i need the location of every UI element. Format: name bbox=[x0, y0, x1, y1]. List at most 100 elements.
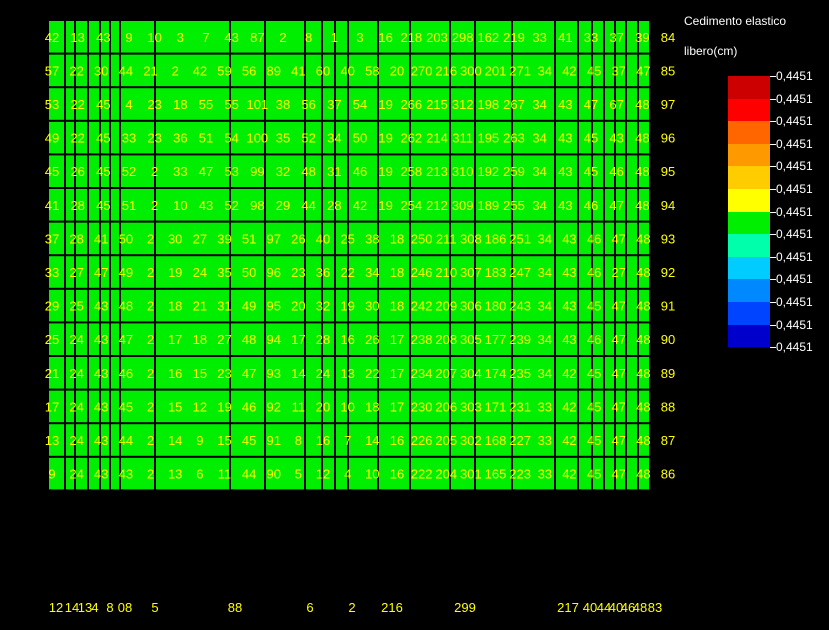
heatmap-cell bbox=[336, 222, 347, 255]
cell-label: 32 bbox=[316, 299, 330, 314]
cell-label: 48 bbox=[636, 399, 650, 414]
colorbar-tick-label: 0,4451 bbox=[776, 295, 813, 309]
heatmap-cell bbox=[111, 189, 119, 221]
colorbar-swatch bbox=[728, 188, 770, 212]
cell-label: 310 bbox=[452, 164, 474, 179]
heatmap-cell bbox=[451, 54, 474, 87]
cell-label: 254 bbox=[400, 198, 422, 213]
heatmap-cell bbox=[323, 54, 334, 87]
heatmap-cell bbox=[556, 323, 577, 355]
heatmap-cell bbox=[266, 88, 304, 120]
cell-label: 95 bbox=[661, 164, 675, 179]
heatmap-cell bbox=[89, 256, 99, 288]
heatmap-cell bbox=[49, 88, 64, 120]
cell-label: 19 bbox=[378, 131, 392, 146]
cell-label: 24 bbox=[193, 265, 207, 280]
cell-label: 22 bbox=[340, 265, 354, 280]
cell-label: 45 bbox=[96, 97, 110, 112]
cell-label: 16 bbox=[390, 467, 404, 482]
heatmap-cell bbox=[121, 21, 154, 53]
heatmap-cell bbox=[156, 189, 229, 221]
heatmap-cell bbox=[639, 323, 649, 355]
cell-label: 312 bbox=[452, 97, 474, 112]
cell-label: 46 bbox=[587, 231, 601, 246]
cell-label: 16 bbox=[390, 433, 404, 448]
cell-label: 37 bbox=[609, 30, 623, 45]
heatmap-cell bbox=[476, 54, 511, 87]
cell-label: 43 bbox=[94, 332, 108, 347]
heatmap-cell bbox=[411, 323, 449, 355]
cell-label: 12 bbox=[316, 467, 330, 482]
cell-label: 51 bbox=[122, 198, 136, 213]
heatmap-cell bbox=[49, 424, 64, 456]
cell-label: 301 bbox=[460, 467, 482, 482]
cell-label: 2 bbox=[147, 366, 154, 381]
heatmap-cell bbox=[306, 155, 321, 187]
heatmap-cell bbox=[605, 457, 614, 490]
cell-label: 48 bbox=[636, 332, 650, 347]
cell-label: 35 bbox=[276, 131, 290, 146]
cell-label: 37 bbox=[611, 63, 625, 78]
cell-label: 19 bbox=[378, 198, 392, 213]
heatmap-cell bbox=[266, 21, 304, 53]
cell-label: 219 bbox=[503, 30, 525, 45]
heatmap-cell bbox=[156, 256, 229, 288]
heatmap-cell bbox=[101, 390, 109, 423]
heatmap-cell bbox=[349, 21, 377, 53]
heatmap-cell bbox=[89, 222, 99, 255]
heatmap-cell bbox=[323, 155, 334, 187]
cell-label: 28 bbox=[316, 332, 330, 347]
cell-label: 27 bbox=[611, 265, 625, 280]
cell-label: 45 bbox=[45, 164, 59, 179]
heatmap-cell bbox=[556, 54, 577, 87]
cell-label: 87 bbox=[661, 433, 675, 448]
heatmap-cell bbox=[616, 390, 625, 423]
heatmap-cell bbox=[627, 357, 637, 389]
cell-label: 34 bbox=[538, 231, 552, 246]
heatmap-cell bbox=[616, 54, 625, 87]
heatmap-cell bbox=[627, 222, 637, 255]
cell-label: 43 bbox=[558, 164, 572, 179]
cell-label: 307 bbox=[460, 265, 482, 280]
heatmap-cell bbox=[89, 88, 99, 120]
cell-label: 33 bbox=[538, 467, 552, 482]
cell-label: 90 bbox=[661, 332, 675, 347]
heatmap-cell bbox=[306, 457, 321, 490]
heatmap-cell bbox=[156, 155, 229, 187]
heatmap-cell bbox=[411, 390, 449, 423]
heatmap-cell bbox=[593, 189, 603, 221]
cell-label: 47 bbox=[119, 332, 133, 347]
heatmap-cell bbox=[336, 323, 347, 355]
heatmap-cell bbox=[605, 155, 614, 187]
heatmap-cell bbox=[121, 323, 154, 355]
cell-label: 46 bbox=[119, 366, 133, 381]
cell-label: 10 bbox=[147, 30, 161, 45]
cell-label: 47 bbox=[611, 433, 625, 448]
heatmap-cell bbox=[156, 222, 229, 255]
cell-label: 86 bbox=[661, 467, 675, 482]
cell-label: 259 bbox=[503, 164, 525, 179]
cell-label: 13 bbox=[168, 467, 182, 482]
heatmap-cell bbox=[605, 256, 614, 288]
cell-label: 26 bbox=[291, 231, 305, 246]
colorbar-unit: libero(cm) bbox=[684, 44, 738, 58]
heatmap-cell bbox=[66, 155, 74, 187]
cell-label: 48 bbox=[636, 231, 650, 246]
heatmap-cell bbox=[411, 222, 449, 255]
heatmap-cell bbox=[379, 155, 409, 187]
cell-label: 203 bbox=[426, 30, 448, 45]
colorbar-tick-label: 0,4451 bbox=[776, 91, 813, 106]
cell-label: 226 bbox=[411, 433, 433, 448]
colorbar-tick bbox=[770, 143, 776, 145]
cell-label: 42 bbox=[562, 467, 576, 482]
colorbar-title: Cedimento elastico bbox=[684, 14, 787, 28]
cell-label: 39 bbox=[217, 231, 231, 246]
heatmap-cell bbox=[76, 21, 87, 53]
heatmap-cell bbox=[231, 357, 264, 389]
heatmap-cell bbox=[593, 457, 603, 490]
heatmap-cell bbox=[66, 390, 74, 423]
cell-label: 51 bbox=[199, 131, 213, 146]
cell-label: 50 bbox=[119, 231, 133, 246]
heatmap-cell bbox=[451, 222, 474, 255]
heatmap-cell bbox=[323, 289, 334, 322]
